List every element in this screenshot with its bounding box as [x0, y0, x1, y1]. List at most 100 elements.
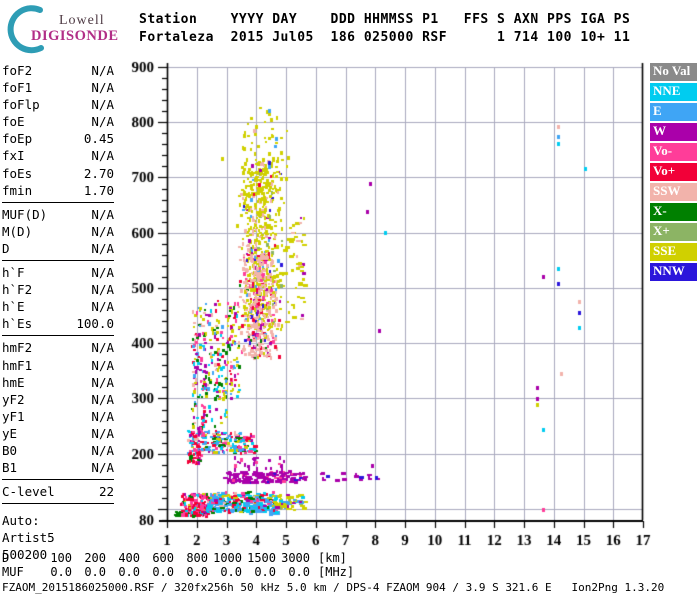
legend-item-ssw: SSW [650, 183, 697, 201]
row-unit: [MHz] [318, 564, 355, 579]
parameter-label: h`F2 [2, 282, 33, 298]
parameter-label: yF2 [2, 391, 25, 407]
parameter-label: C-level [2, 484, 55, 500]
row-value: 0.0 [118, 564, 140, 579]
parameter-value: 100.0 [76, 316, 114, 332]
row-label: D [2, 551, 10, 565]
muf-row: MUF 0.0 0.0 0.0 0.0 0.0 0.0 0.0 0.0 [MHz] [2, 564, 355, 580]
parameter-value: N/A [91, 148, 114, 164]
legend-item-x+: X+ [650, 223, 697, 241]
parameter-value: 22 [98, 484, 114, 500]
legend-item-x-: X- [650, 203, 697, 221]
row-label: MUF [2, 564, 24, 579]
parameter-label: D [2, 240, 10, 256]
parameter-label: B1 [2, 460, 18, 476]
parameter-row: h`E N/A [2, 298, 114, 315]
parameter-label: foEp [2, 131, 33, 147]
row-value: 0.0 [288, 564, 310, 579]
parameter-row: foE N/A [2, 113, 114, 130]
parameter-row: fxI N/A [2, 147, 114, 164]
parameter-value: 1.70 [83, 182, 114, 198]
parameter-row: h`F2 N/A [2, 281, 114, 298]
parameter-row: C-level 22 [2, 483, 114, 500]
auto-scaler-line: Artist5 [2, 530, 55, 546]
row-value: 800 [186, 551, 208, 565]
parameter-row: B1 N/A [2, 459, 114, 476]
parameter-value: N/A [91, 265, 114, 281]
parameter-panel: foF2 N/A foF1 N/A foFlp N/A foE N/A foEp 0.45 fxI N… [2, 62, 114, 570]
echo-direction-legend: No Val NNE E W Vo- Vo+ SSW X- X+ SSE NNW [650, 63, 697, 283]
parameter-value: N/A [91, 425, 114, 441]
parameter-label: foE [2, 114, 25, 130]
legend-item-noval: No Val [650, 63, 697, 81]
parameter-value: N/A [91, 391, 114, 407]
parameter-value: N/A [91, 97, 114, 113]
parameter-label: B0 [2, 442, 18, 458]
legend-item-nnw: NNW [650, 263, 697, 281]
parameter-group: MUF(D) N/A M(D) N/A D N/A [2, 206, 114, 262]
parameter-row: fmin 1.70 [2, 182, 114, 199]
legend-item-w: W [650, 123, 697, 141]
logo-arc-icon [7, 5, 44, 54]
parameter-row: h`Es 100.0 [2, 315, 114, 332]
parameter-label: M(D) [2, 223, 33, 239]
parameter-row: foFlp N/A [2, 96, 114, 113]
file-info-line: FZAOM_2015186025000.RSF / 320fx256h 50 k… [2, 581, 665, 594]
parameter-value: N/A [91, 80, 114, 96]
parameter-row: foF1 N/A [2, 79, 114, 96]
logo-company-text: Lowell [59, 13, 105, 28]
parameter-label: yF1 [2, 408, 25, 424]
legend-item-nne: NNE [650, 83, 697, 101]
parameter-group: hmF2 N/A hmF1 N/A hmE N/A yF2 N/A yF1 N/A yE N/A B0 N… [2, 339, 114, 481]
d-muf-table: D 100 200 400 600 800 1000 1500 3000 [km] MUF 0.0 0… [2, 551, 355, 580]
parameter-label: h`E [2, 299, 25, 315]
row-value: 0.0 [254, 564, 276, 579]
auto-scaler-line: Auto: [2, 513, 40, 529]
parameter-label: hmF1 [2, 357, 33, 373]
parameter-label: foFlp [2, 97, 40, 113]
parameter-value: 2.70 [83, 165, 114, 181]
parameter-label: foF2 [2, 63, 33, 78]
parameter-value: 0.45 [83, 131, 114, 147]
parameter-value: N/A [91, 340, 114, 356]
parameter-label: hmE [2, 374, 25, 390]
digisonde-logo: Lowell DIGISONDE [6, 4, 136, 54]
parameter-label: yE [2, 425, 18, 441]
legend-item-vo+: Vo+ [650, 163, 697, 181]
parameter-row: yF2 N/A [2, 391, 114, 408]
parameter-row: M(D) N/A [2, 223, 114, 240]
parameter-label: MUF(D) [2, 206, 48, 222]
parameter-row: hmF1 N/A [2, 357, 114, 374]
parameter-label: fmin [2, 182, 33, 198]
parameter-row: foEs 2.70 [2, 165, 114, 182]
parameter-row: yE N/A [2, 425, 114, 442]
parameter-value: N/A [91, 282, 114, 298]
row-value: 0.0 [152, 564, 174, 579]
parameter-group: h`F N/A h`F2 N/A h`E N/A h`Es 100.0 [2, 264, 114, 337]
row-value: 0.0 [84, 564, 106, 579]
legend-item-e: E [650, 103, 697, 121]
parameter-row: foEp 0.45 [2, 130, 114, 147]
parameter-value: N/A [91, 442, 114, 458]
parameter-row: hmF2 N/A [2, 339, 114, 356]
parameter-row: D N/A [2, 240, 114, 257]
row-value: 1500 [247, 551, 276, 565]
row-unit: [km] [318, 551, 347, 565]
parameter-value: N/A [91, 240, 114, 256]
parameter-row: hmE N/A [2, 374, 114, 391]
parameter-row: MUF(D) N/A [2, 206, 114, 223]
logo-product-text: DIGISONDE [31, 28, 119, 44]
row-value: 100 [50, 551, 72, 565]
parameter-value: N/A [91, 299, 114, 315]
row-value: 0.0 [50, 564, 72, 579]
auto-scaler-block: Auto: Artist5 500200 [2, 512, 114, 566]
parameter-row: yF1 N/A [2, 408, 114, 425]
parameter-value: N/A [91, 223, 114, 239]
parameter-row: h`F N/A [2, 264, 114, 281]
row-value: 400 [118, 551, 140, 565]
measurement-header: Station YYYY DAY DDD HHMMSS P1 FFS S AXN… [139, 11, 630, 47]
parameter-value: N/A [91, 357, 114, 373]
parameter-row: B0 N/A [2, 442, 114, 459]
